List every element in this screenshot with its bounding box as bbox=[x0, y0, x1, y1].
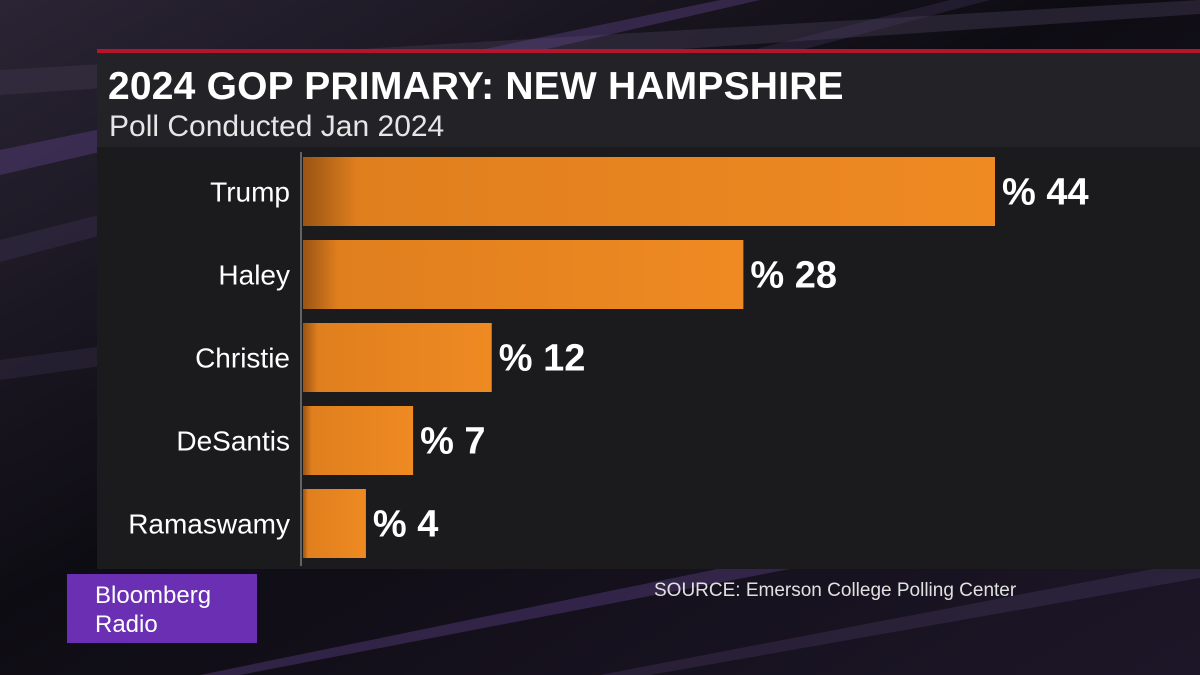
chart-panel: 2024 GOP PRIMARY: NEW HAMPSHIRE Poll Con… bbox=[97, 49, 1200, 569]
bar-ramaswamy bbox=[303, 489, 366, 558]
source-note: SOURCE: Emerson College Polling Center bbox=[654, 580, 1017, 601]
bar-desantis bbox=[303, 406, 414, 475]
category-label: Christie bbox=[195, 343, 290, 374]
bar-haley bbox=[303, 240, 744, 309]
logo-text-line-2: Radio bbox=[95, 611, 158, 638]
accent-line bbox=[97, 49, 1200, 53]
category-label: Haley bbox=[218, 260, 290, 291]
value-label: % 7 bbox=[420, 421, 485, 463]
value-label: % 4 bbox=[373, 504, 438, 546]
bar-trump bbox=[303, 157, 995, 226]
value-label: % 28 bbox=[750, 255, 837, 297]
chart-subtitle: Poll Conducted Jan 2024 bbox=[109, 110, 445, 143]
chart-title: 2024 GOP PRIMARY: NEW HAMPSHIRE bbox=[108, 65, 844, 108]
value-label: % 44 bbox=[1002, 172, 1089, 214]
logo-text-line-1: Bloomberg bbox=[95, 582, 212, 609]
category-label: Ramaswamy bbox=[128, 509, 290, 540]
value-label: % 12 bbox=[499, 338, 586, 380]
chart-header: 2024 GOP PRIMARY: NEW HAMPSHIRE Poll Con… bbox=[97, 53, 1200, 147]
category-label: DeSantis bbox=[176, 426, 290, 457]
category-label: Trump bbox=[210, 177, 290, 208]
bar-christie bbox=[303, 323, 492, 392]
bloomberg-radio-logo: Bloomberg Radio bbox=[67, 574, 257, 643]
